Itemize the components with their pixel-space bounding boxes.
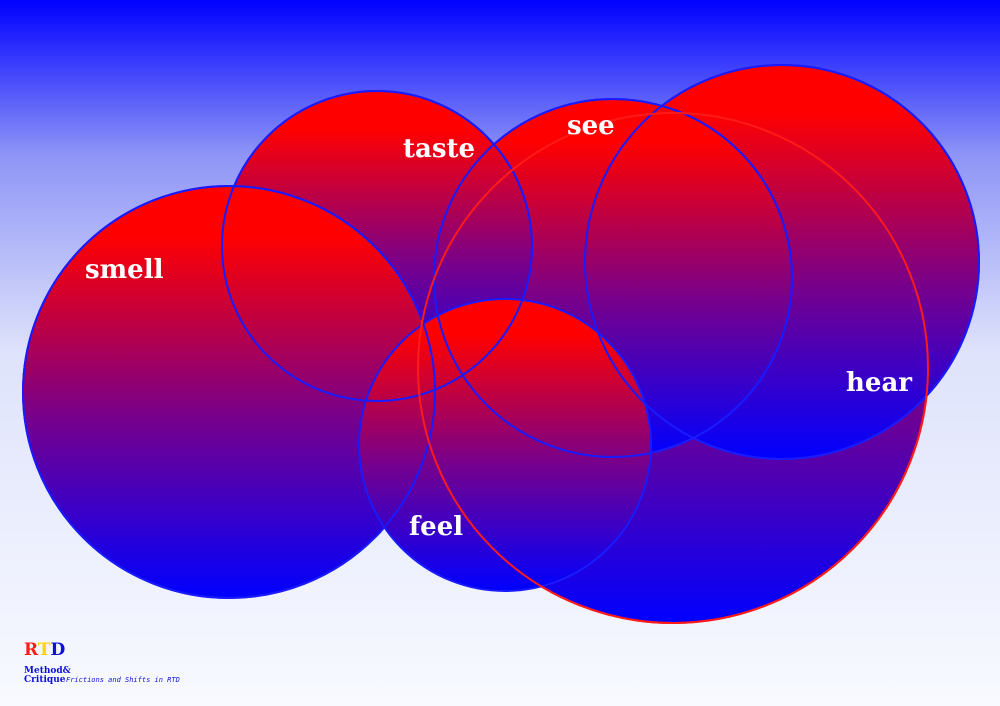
label-taste: taste <box>403 134 475 164</box>
outline-smell <box>22 185 436 599</box>
outline-hear <box>584 64 980 460</box>
logo: RTD Method& Critique Frictions and Shift… <box>24 640 324 690</box>
logo-tagline: Frictions and Shifts in RTD <box>66 676 180 684</box>
label-feel: feel <box>409 512 463 542</box>
rtd-letter-t: T <box>37 640 51 660</box>
circle-feel <box>358 298 652 592</box>
outline-hear-outer <box>417 112 929 624</box>
rtd-letter-r: R <box>24 640 38 660</box>
outline-taste <box>221 90 533 402</box>
label-see: see <box>567 111 615 141</box>
rtd-letter-d: D <box>50 640 66 660</box>
method-critique-wordmark: Method& Critique <box>24 667 71 685</box>
label-hear: hear <box>846 368 912 398</box>
critique-line: Critique <box>24 675 66 685</box>
method-line: Method& <box>24 666 71 676</box>
rtd-wordmark: RTD <box>24 640 65 660</box>
label-smell: smell <box>85 255 164 285</box>
